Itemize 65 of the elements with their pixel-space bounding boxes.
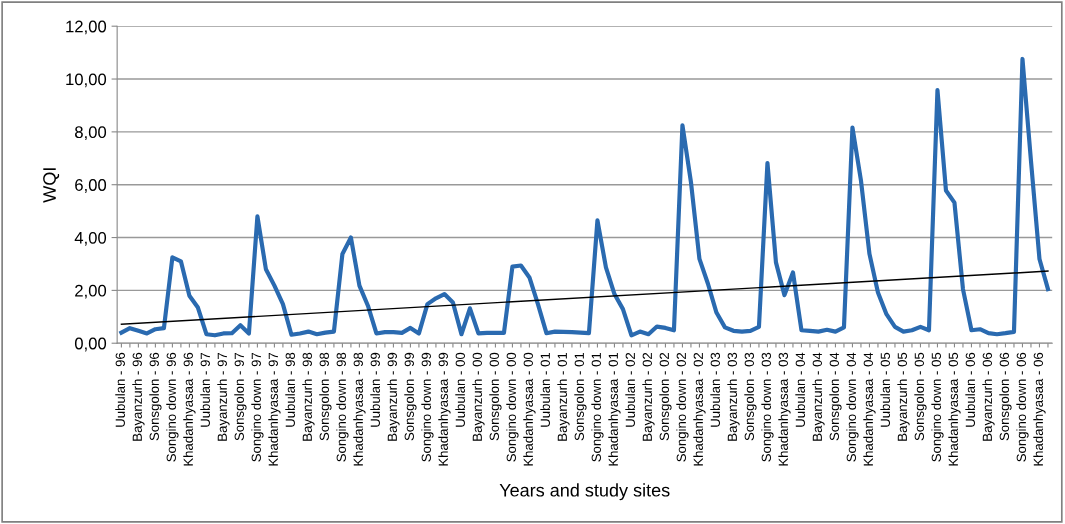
y-tick-label: 6,00 — [75, 179, 107, 193]
x-tick-label: Khadanhyasaa - 99 — [438, 352, 451, 466]
x-tick-label: Khadanhyasaa - 02 — [693, 352, 706, 466]
x-tick-label: Uubulan - 96 — [115, 352, 125, 427]
x-tick-label: Sonsgolon - 04 — [829, 352, 842, 441]
y-tick-label: 4,00 — [74, 231, 107, 246]
y-tick-label: 8,00 — [75, 126, 107, 141]
x-tick-label: Sonsgolon - 06 — [999, 352, 1012, 441]
x-tick-label: Khadanhyasaa - 00 — [523, 352, 536, 466]
x-tick-label: Uubulan - 06 — [965, 352, 976, 427]
x-tick-label: Khadanhyasaa - 01 — [608, 352, 621, 466]
x-tick-label: Sonsgolon - 97 — [234, 352, 247, 441]
x-tick-label: Bayanzurh - 00 — [472, 352, 485, 441]
x-tick-label: Uubulan - 00 — [455, 352, 465, 427]
x-tick-label: Uubulan - 01 — [540, 352, 550, 427]
x-tick-label: Sonsgolon - 98 — [319, 352, 332, 441]
x-tick-label: Sonsgolon - 01 — [574, 352, 587, 441]
x-tick-label: Bayanzurh - 04 — [812, 352, 825, 441]
line-series — [119, 56, 1051, 338]
x-tick-label: Khadanhyasaa - 05 — [948, 352, 961, 466]
x-tick-label: Uubulan - 02 — [625, 352, 635, 427]
x-tick-label: Songino down - 97 — [251, 352, 264, 462]
x-tick-label: Khadanhyasaa - 96 — [183, 352, 196, 466]
x-tick-label: Songino down - 01 — [591, 352, 604, 462]
x-tick-label: Sonsgolon - 05 — [914, 352, 927, 441]
x-tick-label: Bayanzurh - 96 — [132, 352, 145, 441]
x-tick-label: Songino down - 06 — [1016, 352, 1029, 462]
x-tick-label: Bayanzurh - 06 — [982, 352, 995, 441]
x-tick-label: Khadanhyasaa - 03 — [778, 352, 791, 466]
x-tick-label: Songino down - 99 — [421, 352, 434, 462]
x-tick-label: Songino down - 03 — [761, 352, 774, 462]
x-tick-label: Songino down - 00 — [506, 352, 519, 462]
y-axis-title: WQI — [43, 168, 60, 203]
x-tick-label: Bayanzurh - 05 — [897, 352, 910, 441]
x-tick-label: Songino down - 04 — [846, 352, 859, 462]
x-tick-label: Uubulan - 05 — [880, 352, 890, 427]
x-tick-label: Uubulan - 98 — [285, 352, 295, 427]
x-tick-label: Sonsgolon - 96 — [149, 352, 162, 441]
x-tick-label: Songino down - 05 — [931, 352, 944, 462]
x-tick-label: Songino down - 98 — [336, 352, 349, 462]
x-tick-label: Uubulan - 03 — [710, 352, 720, 427]
x-tick-label: Bayanzurh - 98 — [302, 352, 315, 441]
x-tick-label: Khadanhyasaa - 04 — [863, 352, 876, 466]
x-tick-label: Khadanhyasaa - 06 — [1033, 352, 1046, 466]
x-tick-label: Bayanzurh - 02 — [642, 352, 655, 441]
x-tick-label: Sonsgolon - 03 — [744, 352, 757, 441]
y-tick-label: 10,00 — [66, 73, 107, 88]
x-tick-label: Songino down - 02 — [676, 352, 689, 462]
x-tick-label: Sonsgolon - 00 — [489, 352, 502, 441]
x-tick-label: Uubulan - 99 — [370, 352, 380, 427]
x-tick-label: Uubulan - 97 — [200, 352, 210, 427]
y-tick-label: 2,00 — [75, 284, 107, 299]
x-tick-label: Bayanzurh - 01 — [557, 352, 570, 441]
x-tick-label: Songino down - 96 — [166, 352, 179, 462]
x-tick-label: Bayanzurh - 99 — [387, 352, 400, 441]
x-tick-label: Uubulan - 04 — [795, 352, 805, 427]
x-tick-label: Khadanhyasaa - 97 — [268, 352, 281, 466]
x-axis-title: Years and study sites — [499, 483, 670, 501]
x-tick-label: Sonsgolon - 99 — [404, 352, 417, 441]
y-tick-label: 12,00 — [66, 20, 107, 35]
x-tick-label: Sonsgolon - 02 — [659, 352, 672, 441]
x-tick-label: Bayanzurh - 97 — [217, 352, 230, 441]
x-tick-label: Bayanzurh - 03 — [727, 352, 740, 441]
y-tick-label: 0,00 — [74, 337, 107, 352]
x-tick-label: Khadanhyasaa - 98 — [353, 352, 366, 466]
